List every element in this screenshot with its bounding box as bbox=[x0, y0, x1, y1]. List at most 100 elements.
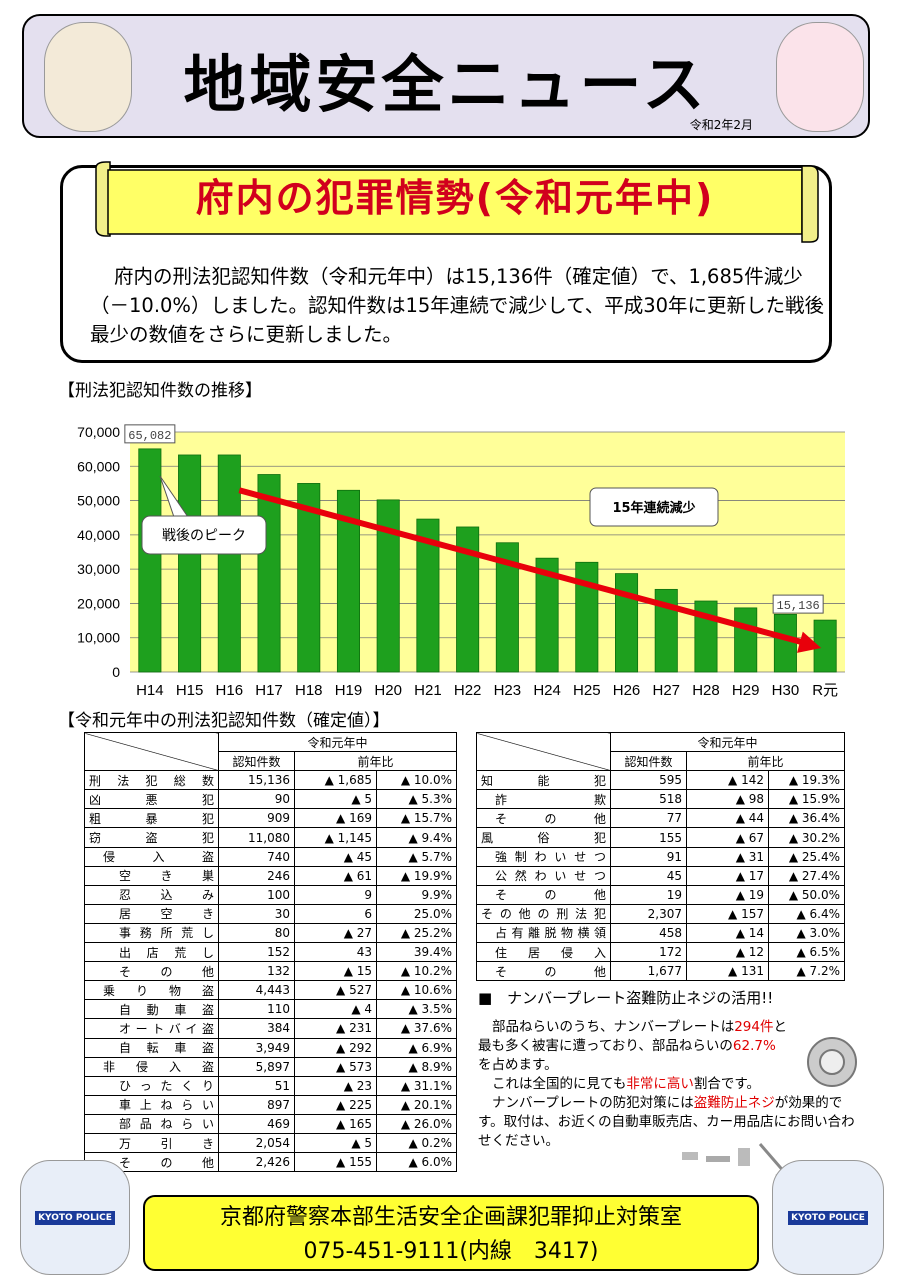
bar-H14 bbox=[138, 448, 162, 673]
row-pct: ▲ 15.9% bbox=[768, 789, 845, 810]
row-diff: ▲ 98 bbox=[686, 789, 769, 810]
contact-phone: 075-451-9111(内線 3417) bbox=[303, 1239, 599, 1264]
row-label: 凶悪犯 bbox=[84, 789, 219, 810]
table-row: 粗暴犯 909 ▲ 169 ▲ 15.7% bbox=[84, 808, 457, 829]
table-row: 空き巣 246 ▲ 61 ▲ 19.9% bbox=[84, 865, 457, 886]
row-label: 万引き bbox=[84, 1132, 219, 1154]
table-row: 事務所荒し 80 ▲ 27 ▲ 25.2% bbox=[84, 922, 457, 944]
row-diff: 43 bbox=[294, 942, 377, 963]
first-value-label: 65,082 bbox=[128, 429, 171, 443]
row-label: ひったくり bbox=[84, 1075, 219, 1096]
bar-H17 bbox=[257, 474, 281, 673]
row-pct: ▲ 25.4% bbox=[768, 846, 845, 867]
row-count: 90 bbox=[218, 789, 295, 810]
newsletter-title: 地域安全ニュース bbox=[183, 48, 709, 121]
row-label: その他 bbox=[476, 884, 611, 905]
row-count: 3,949 bbox=[218, 1037, 295, 1058]
y-tick-label: 70,000 bbox=[77, 424, 120, 440]
x-tick-label: H24 bbox=[533, 682, 561, 699]
bar-H25 bbox=[575, 561, 599, 673]
x-tick-label: H25 bbox=[573, 682, 601, 699]
table-row: その他 2,426 ▲ 155 ▲ 6.0% bbox=[84, 1152, 457, 1173]
row-pct: ▲ 7.2% bbox=[768, 961, 845, 982]
x-tick-label: H29 bbox=[732, 682, 760, 699]
row-count: 77 bbox=[610, 808, 687, 829]
table-row: 忍込み 100 9 9.9% bbox=[84, 884, 457, 905]
bar-H16 bbox=[217, 454, 241, 673]
table-row: 自動車盗 110 ▲ 4 ▲ 3.5% bbox=[84, 999, 457, 1020]
table-row: その他 19 ▲ 19 ▲ 50.0% bbox=[476, 884, 845, 905]
x-tick-label: H20 bbox=[374, 682, 402, 699]
row-count: 384 bbox=[218, 1018, 295, 1039]
row-diff: ▲ 61 bbox=[294, 865, 377, 886]
row-count: 30 bbox=[218, 903, 295, 924]
security-screw-icon bbox=[807, 1037, 857, 1087]
plate-text: 割合です。 bbox=[693, 1076, 760, 1092]
row-label: 忍込み bbox=[84, 884, 219, 905]
row-count: 45 bbox=[610, 865, 687, 886]
row-count: 80 bbox=[218, 922, 295, 944]
row-pct: ▲ 37.6% bbox=[376, 1018, 457, 1039]
x-tick-label: H14 bbox=[136, 682, 164, 699]
plate-text: これは全国的に見ても bbox=[492, 1076, 627, 1092]
row-diff: ▲ 5 bbox=[294, 1132, 377, 1154]
row-pct: ▲ 15.7% bbox=[376, 808, 457, 829]
crime-count-chart: 0 10,000 20,000 30,000 40,000 50,000 60,000 70,… bbox=[77, 424, 845, 699]
mascot-badge-text: KYOTO POLICE bbox=[35, 1210, 115, 1225]
row-pct: ▲ 20.1% bbox=[376, 1094, 457, 1115]
table-row: オートバイ盗 384 ▲ 231 ▲ 37.6% bbox=[84, 1018, 457, 1039]
crime-table-left: 令和元年中 認知件数 前年比 刑法犯総数 15,136 ▲ 1,685 ▲ 10.0% 凶悪犯… bbox=[84, 731, 457, 1173]
row-label: 刑法犯総数 bbox=[84, 770, 219, 791]
plate-highlight: 62.7% bbox=[732, 1038, 776, 1054]
peak-callout-box bbox=[141, 515, 267, 555]
y-tick-label: 50,000 bbox=[77, 493, 120, 509]
row-label: 部品ねらい bbox=[84, 1113, 219, 1134]
row-diff: ▲ 14 bbox=[686, 922, 769, 944]
row-count: 132 bbox=[218, 961, 295, 982]
table-row: その他の刑法犯 2,307 ▲ 157 ▲ 6.4% bbox=[476, 903, 845, 924]
row-diff: 9 bbox=[294, 884, 377, 905]
table-row: 強制わいせつ 91 ▲ 31 ▲ 25.4% bbox=[476, 846, 845, 867]
row-count: 2,426 bbox=[218, 1152, 295, 1173]
bar-H22 bbox=[456, 526, 480, 673]
row-label: 住居侵入 bbox=[476, 942, 611, 963]
table-row: 詐欺 518 ▲ 98 ▲ 15.9% bbox=[476, 789, 845, 810]
row-diff: ▲ 5 bbox=[294, 789, 377, 810]
row-pct: ▲ 6.9% bbox=[376, 1037, 457, 1058]
row-diff: ▲ 131 bbox=[686, 961, 769, 982]
row-count: 2,307 bbox=[610, 903, 687, 924]
row-pct: ▲ 3.0% bbox=[768, 922, 845, 944]
row-count: 152 bbox=[218, 942, 295, 963]
section-title: 府内の犯罪情勢(令和元年中) bbox=[195, 176, 715, 220]
row-count: 740 bbox=[218, 846, 295, 867]
table-row: 凶悪犯 90 ▲ 5 ▲ 5.3% bbox=[84, 789, 457, 810]
bar-H26 bbox=[615, 573, 639, 673]
row-pct: ▲ 6.4% bbox=[768, 903, 845, 924]
table-heading: 【令和元年中の刑法犯認知件数（確定値）】 bbox=[58, 711, 390, 731]
row-diff: ▲ 142 bbox=[686, 770, 769, 791]
trend-arrow bbox=[238, 487, 806, 646]
bar-H15 bbox=[178, 454, 202, 673]
row-label: その他の刑法犯 bbox=[476, 903, 611, 924]
row-diff: ▲ 19 bbox=[686, 884, 769, 905]
row-label: 強制わいせつ bbox=[476, 846, 611, 867]
row-label: 粗暴犯 bbox=[84, 808, 219, 829]
table-row: 窃盗犯 11,080 ▲ 1,145 ▲ 9.4% bbox=[84, 827, 457, 848]
row-count: 19 bbox=[610, 884, 687, 905]
row-pct: ▲ 10.6% bbox=[376, 980, 457, 1001]
bar-H20 bbox=[376, 499, 400, 673]
row-diff: ▲ 17 bbox=[686, 865, 769, 886]
row-label: 自動車盗 bbox=[84, 999, 219, 1020]
header-diagonal-cell bbox=[84, 731, 219, 772]
header-yoy: 前年比 bbox=[294, 751, 457, 772]
row-diff: ▲ 12 bbox=[686, 942, 769, 963]
plate-text: と最も多く被害に遭っており、部品ねらいの bbox=[478, 1019, 787, 1054]
row-count: 1,677 bbox=[610, 961, 687, 982]
y-tick-label: 30,000 bbox=[77, 561, 120, 577]
plate-highlight: 盗難防止ネジ bbox=[693, 1095, 775, 1111]
row-count: 11,080 bbox=[218, 827, 295, 848]
row-count: 172 bbox=[610, 942, 687, 963]
bar-H21 bbox=[416, 518, 440, 673]
table-row: 部品ねらい 469 ▲ 165 ▲ 26.0% bbox=[84, 1113, 457, 1134]
y-tick-label: 60,000 bbox=[77, 458, 120, 474]
